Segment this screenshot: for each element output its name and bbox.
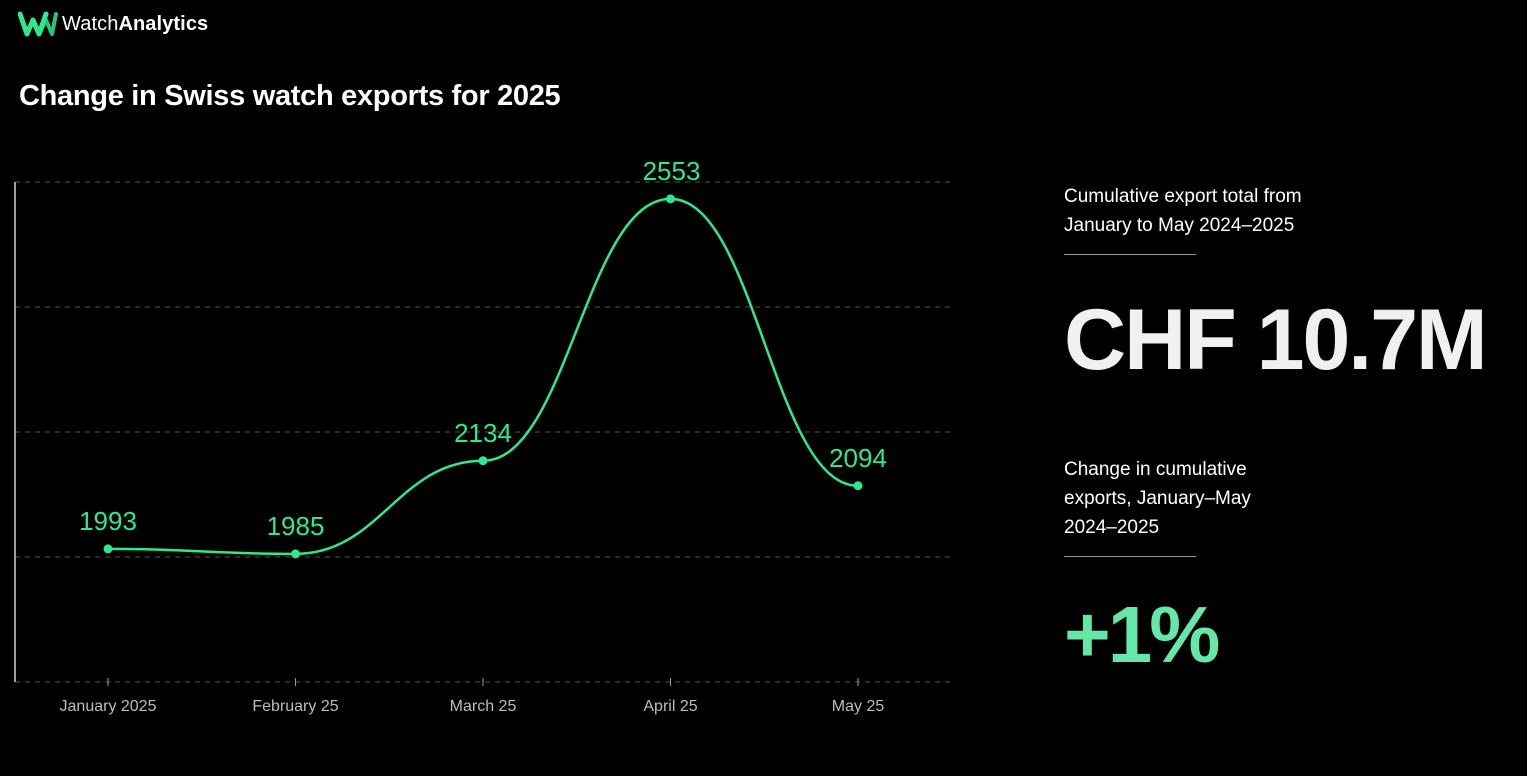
x-tick-label: February 25 bbox=[252, 698, 338, 715]
page-title: Change in Swiss watch exports for 2025 bbox=[19, 80, 561, 112]
stat-cumulative-change: Change in cumulative exports, January–Ma… bbox=[1064, 455, 1504, 557]
series-line bbox=[107, 197, 859, 556]
stat-cumulative-change-value: +1% bbox=[1064, 590, 1220, 679]
x-tick-label: April 25 bbox=[643, 698, 697, 715]
data-point bbox=[853, 481, 863, 491]
data-label: 2553 bbox=[643, 156, 701, 186]
brand-name-light: Watch bbox=[62, 12, 119, 35]
line-chart: January 2025 February 25 March 25 April 25 M… bbox=[14, 156, 952, 715]
data-point bbox=[103, 544, 113, 554]
stat-divider bbox=[1064, 254, 1196, 255]
x-tick-label: March 25 bbox=[450, 698, 517, 715]
x-tick-label: May 25 bbox=[832, 698, 885, 715]
stat-divider bbox=[1064, 556, 1196, 557]
data-label: 1993 bbox=[79, 506, 137, 536]
x-tick-label: January 2025 bbox=[60, 698, 157, 715]
data-label: 2134 bbox=[454, 418, 512, 448]
brand: WatchAnalytics bbox=[18, 10, 208, 38]
brand-name: WatchAnalytics bbox=[62, 13, 208, 36]
data-label: 2094 bbox=[829, 443, 887, 473]
data-label: 1985 bbox=[267, 511, 325, 541]
watchanalytics-logo-icon bbox=[18, 11, 58, 37]
stat-cumulative-total: Cumulative export total from January to … bbox=[1064, 182, 1504, 255]
stat-cumulative-total-value: CHF 10.7M bbox=[1064, 292, 1488, 388]
brand-name-bold: Analytics bbox=[118, 12, 209, 35]
data-point bbox=[666, 194, 675, 204]
data-point bbox=[478, 456, 488, 466]
data-point bbox=[291, 549, 300, 559]
stat-cumulative-total-label: Cumulative export total from January to … bbox=[1064, 186, 1302, 236]
stat-cumulative-change-label: Change in cumulative exports, January–Ma… bbox=[1064, 459, 1251, 538]
